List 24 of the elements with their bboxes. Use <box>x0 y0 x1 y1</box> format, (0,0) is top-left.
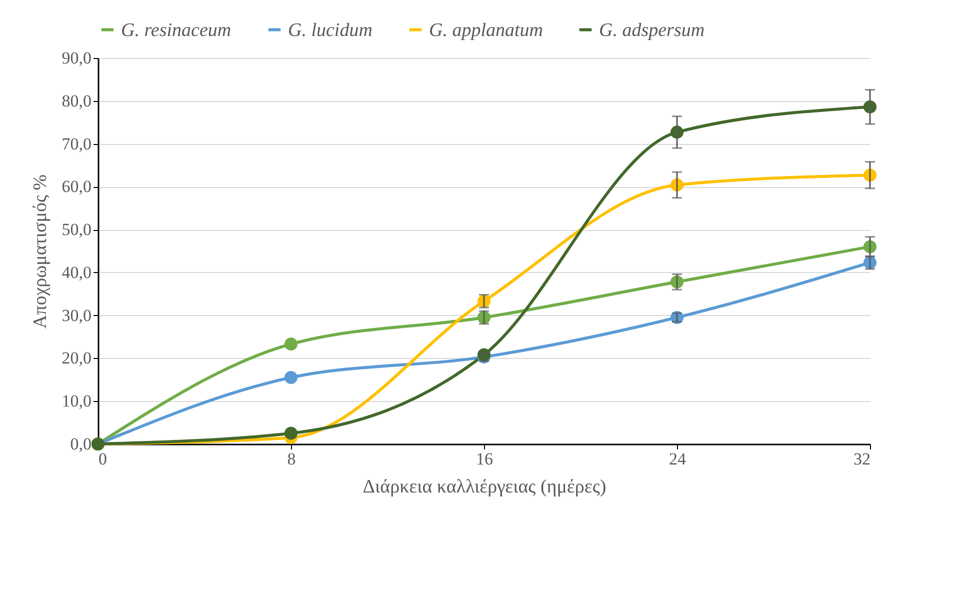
y-tick-label: 80,0 <box>62 91 92 110</box>
point <box>284 371 298 384</box>
legend-label: G. resinaceum <box>121 20 232 41</box>
y-tick-label: 60,0 <box>62 177 92 196</box>
x-tick-label: 0 <box>98 450 107 468</box>
y-tick-label: 40,0 <box>62 262 92 282</box>
legend-label: G. lucidum <box>288 20 372 41</box>
legend-label: G. applanatum <box>429 20 543 41</box>
y-tick-label: 90,0 <box>62 48 92 68</box>
y-tick-label: 10,0 <box>62 392 92 411</box>
y-tick-label: 50,0 <box>62 220 92 240</box>
x-tick-label: 32 <box>854 450 870 468</box>
point <box>284 338 298 351</box>
point <box>284 426 298 440</box>
x-tick-label: 16 <box>476 450 493 468</box>
x-axis-title: Διάρκεια καλλιέργειας (ημέρες) <box>362 476 606 498</box>
y-tick-label: 70,0 <box>62 134 92 154</box>
y-tick-label: 20,0 <box>62 348 92 368</box>
x-tick-label: 8 <box>287 450 296 468</box>
x-tick-label: 24 <box>669 450 686 468</box>
legend-label: G. adspersum <box>599 20 705 41</box>
y-tick-label: 0,0 <box>70 434 92 454</box>
y-tick-label: 30,0 <box>62 306 92 325</box>
y-axis-title: Αποχρωματισμός % <box>30 174 51 329</box>
